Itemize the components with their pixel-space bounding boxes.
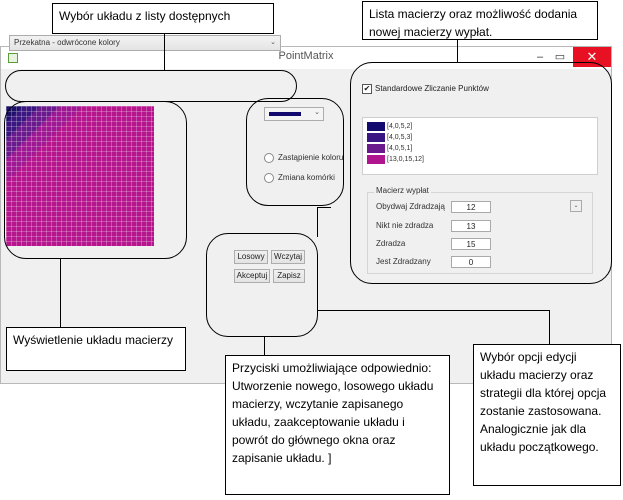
color-swatch <box>367 121 385 131</box>
connector-line <box>164 34 165 70</box>
highlight-edit-options <box>246 98 344 206</box>
color-swatch <box>367 143 385 153</box>
annotation-buttons: Przyciski umożliwiające odpowiednio: Utw… <box>225 355 450 495</box>
matrix-grid-lines <box>6 106 154 246</box>
minimize-icon[interactable]: – <box>536 51 544 63</box>
matrix-layout-grid[interactable] <box>6 106 154 246</box>
connector-line <box>317 207 318 237</box>
list-item[interactable]: [4,0,5,1] <box>367 143 597 154</box>
payout-field-both-betray[interactable]: 12 <box>451 201 491 213</box>
matrix-label: [13,0,15,12] <box>387 156 424 163</box>
payout-field-betrayed[interactable]: 0 <box>451 256 491 268</box>
window-title: PointMatrix <box>278 50 334 62</box>
highlight-matrix-list <box>350 62 612 284</box>
payout-field-nobody-betrays[interactable]: 13 <box>451 220 491 232</box>
list-item[interactable]: [4,0,5,2] <box>367 121 597 132</box>
connector-line <box>457 40 458 62</box>
matrix-list[interactable]: [4,0,5,2] [4,0,5,3] [4,0,5,1] [13,0,15,1… <box>362 117 598 175</box>
highlight-layout-select <box>5 70 297 102</box>
checkmark-icon: ✔ <box>362 84 372 94</box>
radio-circle-icon <box>264 173 274 183</box>
maximize-icon[interactable]: ▭ <box>554 51 566 63</box>
save-button[interactable]: Zapisz <box>273 269 305 283</box>
annotation-edit-options: Wybór opcji edycji układu macierzy oraz … <box>473 344 621 486</box>
highlight-buttons <box>206 233 318 337</box>
radio-label: Zastąpienie koloru <box>278 153 344 163</box>
annotation-layout-display: Wyświetlenie układu macierzy <box>6 327 186 371</box>
matrix-label: [4,0,5,1] <box>387 145 413 152</box>
color-swatch <box>367 154 385 164</box>
checkbox-label: Standardowe Zliczanie Punktów <box>375 84 489 94</box>
list-item[interactable]: [13,0,15,12] <box>367 154 597 165</box>
radio-circle-icon <box>264 153 274 163</box>
payout-label: Nikt nie zdradza <box>376 221 434 230</box>
connector-line <box>317 207 331 208</box>
highlight-layout-display <box>4 101 187 259</box>
connector-line <box>60 259 61 327</box>
payout-label: Jest Zdradzany <box>376 257 431 266</box>
annotation-layout-select: Wybór układu z listy dostępnych <box>52 3 274 34</box>
list-item[interactable]: [4,0,5,3] <box>367 132 597 143</box>
annotation-matrix-list: Lista macierzy oraz możliwość dodania no… <box>362 1 598 40</box>
color-swatch <box>367 132 385 142</box>
payout-field-betrays[interactable]: 15 <box>451 238 491 250</box>
app-icon <box>8 53 18 63</box>
payout-group-label: Macierz wypłat <box>374 186 431 195</box>
radio-label: Zmiana komórki <box>278 173 335 183</box>
standard-scoring-checkbox[interactable]: ✔ Standardowe Zliczanie Punktów <box>362 84 489 94</box>
payout-matrix-group <box>367 192 593 274</box>
chevron-down-icon: ⌄ <box>314 109 320 116</box>
matrix-label: [4,0,5,3] <box>387 134 413 141</box>
color-swatch <box>269 112 301 116</box>
connector-line <box>549 310 550 344</box>
chevron-down-icon: ⌄ <box>270 39 276 46</box>
layout-select-value: Przekatna - odwrócone kolory <box>14 38 120 47</box>
radio-change-cell[interactable]: Zmiana komórki <box>264 173 335 183</box>
chevron-down-icon[interactable]: ⌄ <box>570 200 582 212</box>
matrix-label: [4,0,5,2] <box>387 123 413 130</box>
connector-line <box>317 310 549 311</box>
random-button[interactable]: Losowy <box>234 250 268 264</box>
payout-label: Obydwaj Zdradzają <box>376 202 445 211</box>
connector-line <box>264 337 265 355</box>
payout-label: Zdradza <box>376 239 406 248</box>
radio-replace-color[interactable]: Zastąpienie koloru <box>264 153 343 163</box>
accept-button[interactable]: Akceptuj <box>234 269 270 283</box>
layout-select[interactable]: Przekatna - odwrócone kolory ⌄ <box>9 35 281 51</box>
